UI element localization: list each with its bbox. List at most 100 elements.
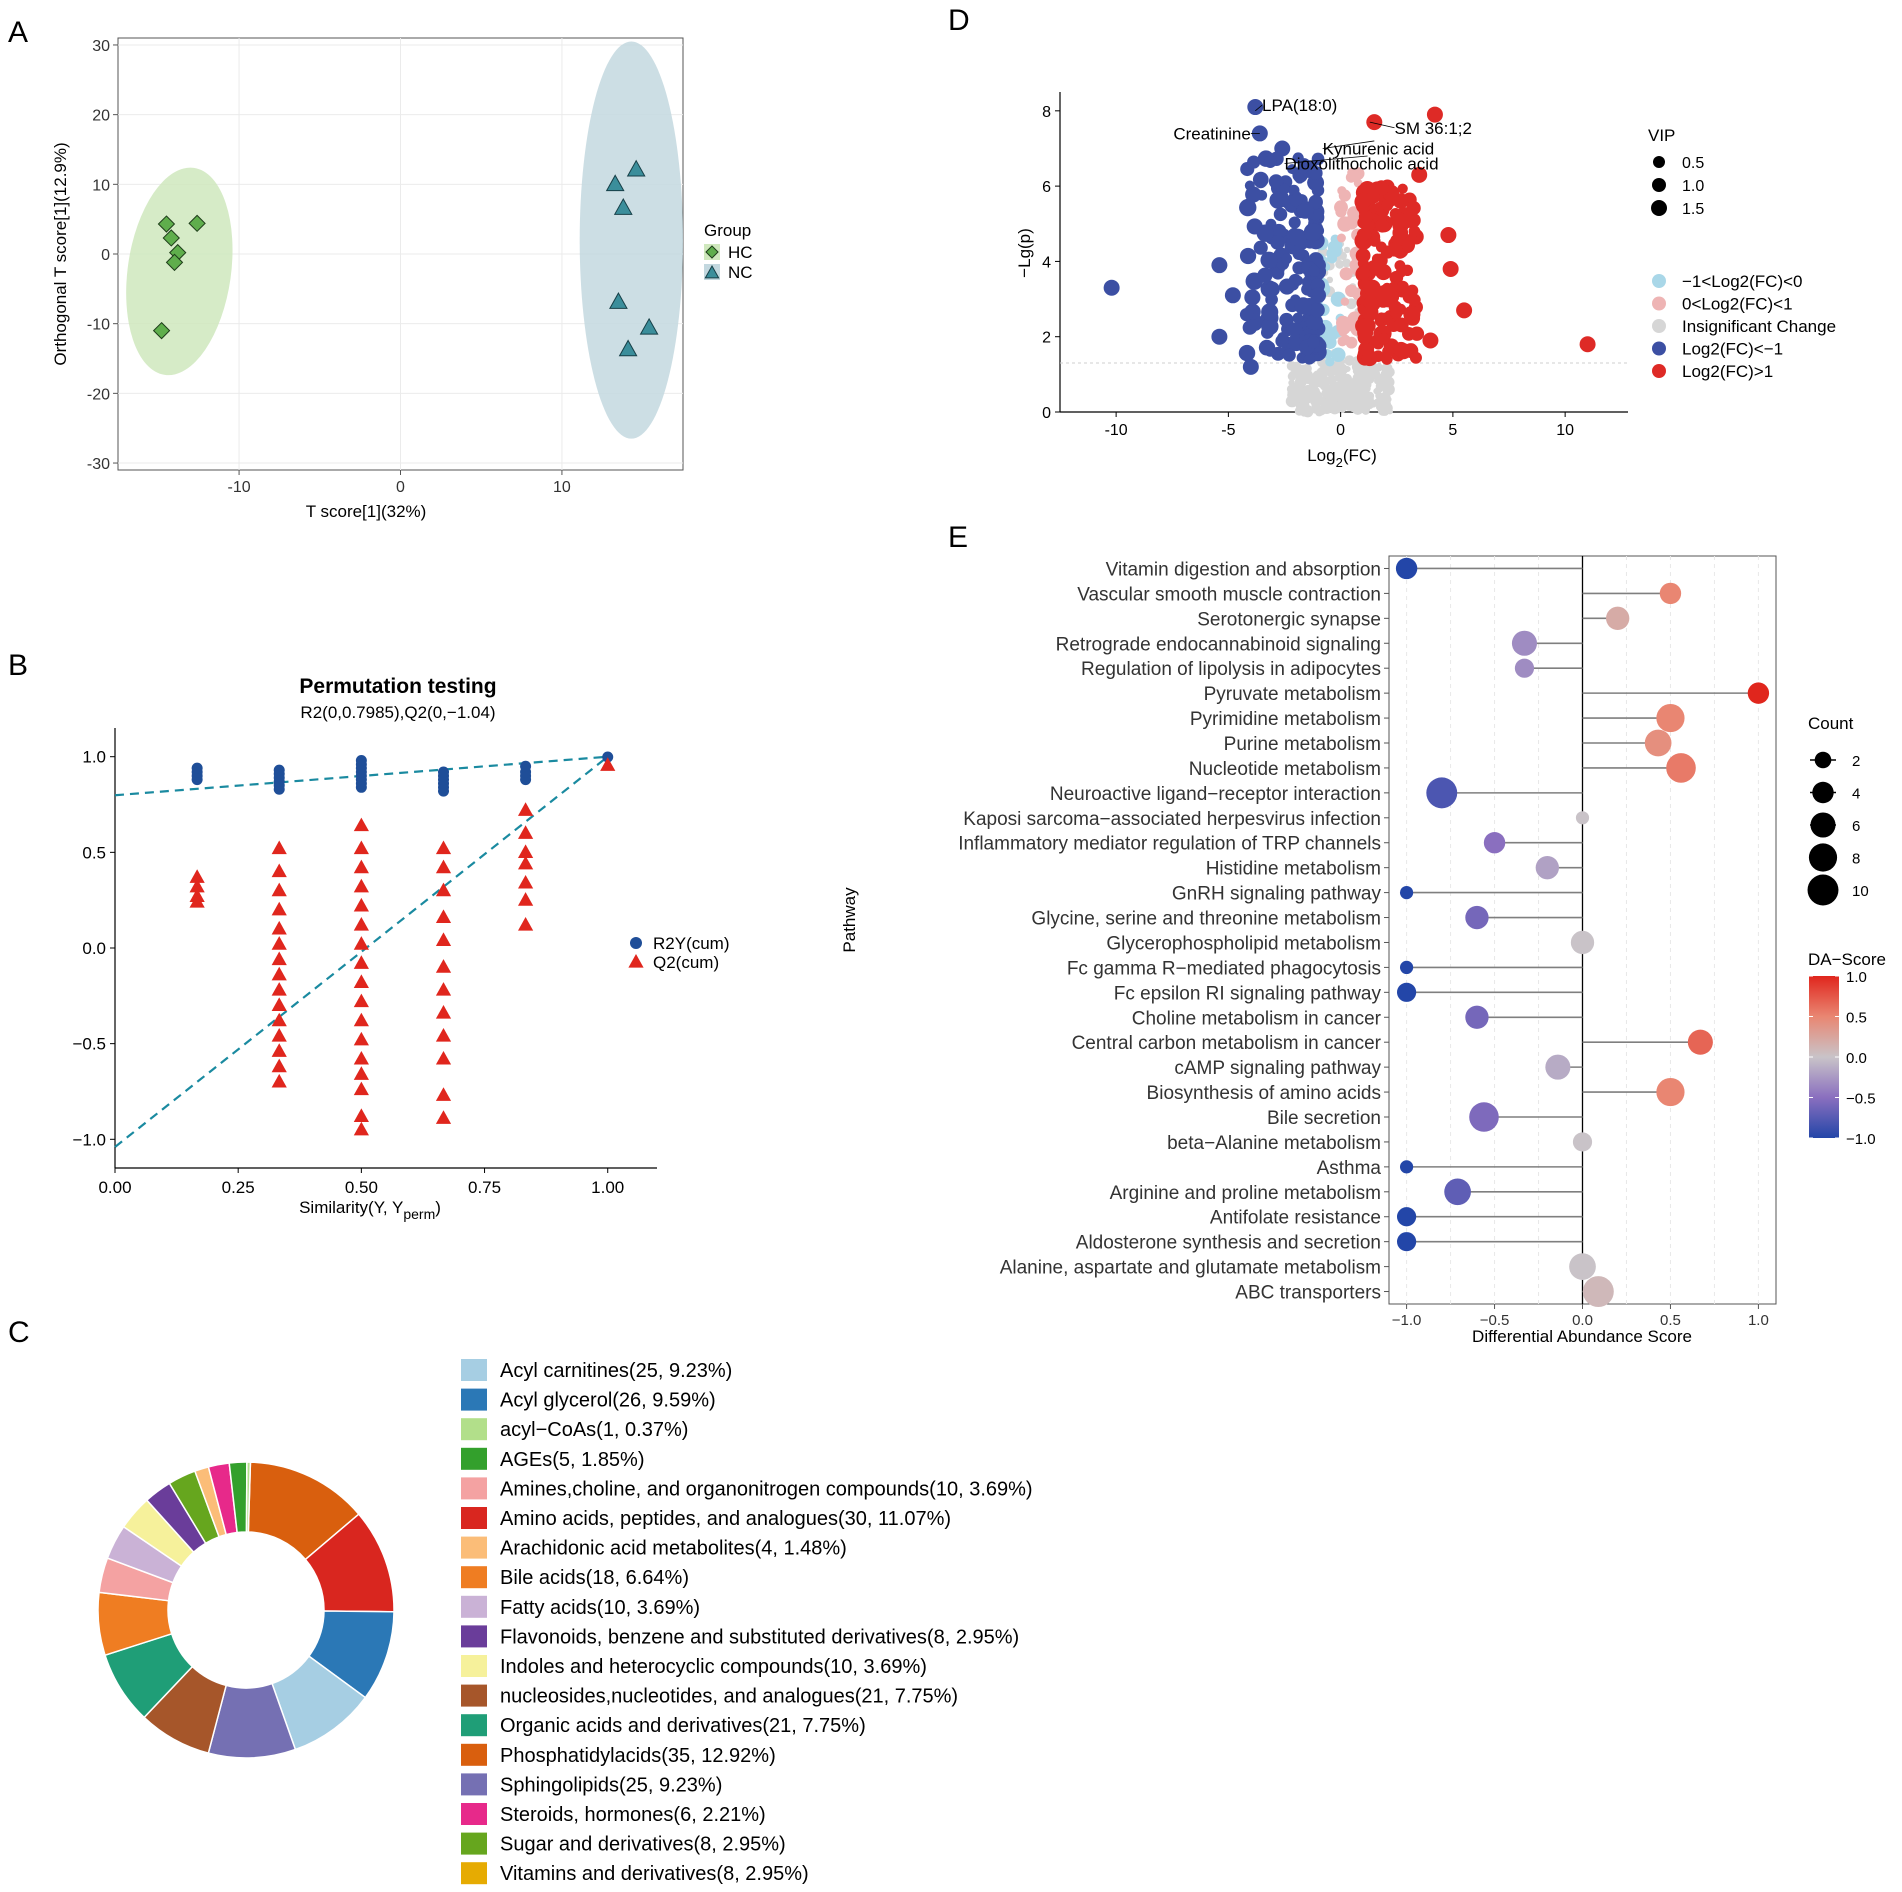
panel-b-x-axis-label-close: ): [435, 1198, 441, 1217]
panel-b-x-axis-label-sub: perm: [403, 1206, 435, 1222]
panel-b-point-q2: [271, 901, 287, 916]
panel-d-point: [1363, 279, 1381, 297]
panel-a-point-hc: [188, 214, 206, 233]
panel-a-legend-label: HC: [728, 243, 753, 262]
panel-e-pathway-label: Asthma: [1317, 1158, 1382, 1179]
panel-d-y-tick-label: 2: [1042, 330, 1051, 347]
panel-d-x-tick-label: 10: [1556, 422, 1574, 439]
panel-e-lollipop-head: [1545, 1054, 1571, 1080]
panel-d-point: [1310, 287, 1327, 304]
panel-e-lollipop-head: [1395, 557, 1418, 580]
panel-b-x-axis-label-main: Similarity(Y, Y: [299, 1198, 403, 1217]
panel-b-x-tick-label: 0.25: [222, 1178, 255, 1197]
panel-b-point-q2: [271, 1073, 287, 1088]
panel-b-point-q2: [271, 840, 287, 855]
panel-b-point-q2: [353, 1108, 369, 1122]
panel-e-lollipop-head: [1606, 606, 1630, 631]
panel-b-legend: R2Y(cum)Q2(cum): [628, 934, 730, 972]
panel-a-point-nc: [618, 339, 638, 357]
panel-d-point: [1356, 192, 1372, 208]
panel-b-point-q2: [353, 936, 369, 950]
panel-b-point-q2: [600, 757, 616, 771]
panel-d-point: [1336, 395, 1343, 402]
panel-d-point: [1344, 355, 1355, 366]
panel-d-x-axis-label: Log2(FC): [1307, 446, 1377, 470]
panel-d-point: [1313, 379, 1321, 387]
panel-d-point: [1287, 164, 1298, 175]
panel-d-point: [1263, 344, 1277, 357]
panel-c-legend-key: [461, 1655, 487, 1677]
panel-d-point: [1239, 307, 1254, 322]
panel-e-pathway-label: GnRH signaling pathway: [1172, 884, 1382, 905]
panel-e-pathway-label: Histidine metabolism: [1206, 859, 1381, 880]
panel-d-point: [1440, 227, 1457, 244]
panel-d-point: [1247, 99, 1264, 116]
panel-d-point: [1308, 166, 1323, 181]
panel-a-y-tick-label: 0: [101, 247, 110, 264]
panel-d-point: [1355, 248, 1371, 263]
panel-d-point: [1279, 312, 1294, 328]
panel-d-x-tick-label: -5: [1221, 422, 1235, 439]
panel-d-point: [1308, 265, 1321, 277]
panel-b-point-q2: [271, 920, 287, 935]
panel-d-annotation-label: Creatinine: [1173, 124, 1251, 143]
panel-d-point: [1260, 251, 1278, 269]
panel-d-point: [1579, 336, 1596, 353]
panel-a-x-tick-label: 10: [553, 479, 571, 496]
panel-b-x-axis-label: Similarity(Y, Yperm): [299, 1198, 441, 1222]
panel-e-lollipop-head: [1469, 1102, 1499, 1132]
panel-d-point: [1378, 332, 1390, 345]
panel-d-point: [1288, 184, 1300, 197]
panel-e-lollipop-head: [1666, 753, 1696, 783]
panel-d-category-legend-key: [1652, 274, 1666, 288]
panel-d-point: [1311, 152, 1325, 166]
panel-c-legend-key: [461, 1773, 487, 1796]
panel-d-point: [1307, 336, 1320, 349]
panel-e-colorbar-tick-label: −1.0: [1846, 1131, 1876, 1148]
panel-e-lollipop-head: [1483, 832, 1506, 854]
panel-a-ellipses: [126, 41, 683, 439]
panel-e-count-legend-key: [1812, 781, 1834, 804]
panel-c-legend-label: Amino acids, peptides, and analogues(30,…: [500, 1508, 951, 1530]
panel-e-axis-ticks: −1.0 −0.5 0.0 0.5 1.0 Vitamin digestion and a…: [958, 559, 1769, 1329]
panel-a-x-tick-label: -10: [228, 479, 251, 496]
panel-d-point: [1340, 375, 1350, 385]
panel-c-legend-key: [461, 1862, 487, 1885]
panel-c-slices: [97, 1461, 395, 1759]
panel-b-point-q2: [517, 825, 534, 839]
panel-d-point: [1383, 366, 1391, 374]
panel-d-category-legend-label: Log2(FC)>1: [1682, 362, 1773, 381]
panel-d-vip-legend-label: 1.0: [1682, 178, 1704, 195]
panel-e-lollipop-chart: −1.0 −0.5 0.0 0.5 1.0 Vitamin digestion and a…: [840, 555, 1886, 1346]
panel-e-lollipop-head: [1656, 703, 1685, 733]
panel-d-y-axis-label: −Lg(p): [1015, 228, 1034, 278]
panel-b-point-q2: [353, 897, 369, 912]
panel-b-point-q2: [435, 1005, 452, 1019]
panel-d-point: [1296, 203, 1311, 217]
panel-d-point: [1211, 328, 1228, 345]
panel-a-point-hc: [165, 253, 184, 272]
panel-e-lollipop-head: [1396, 982, 1417, 1002]
panel-e-lollipop-head: [1396, 1207, 1417, 1227]
panel-d-point: [1382, 383, 1395, 396]
panel-a-point-nc: [626, 159, 646, 177]
panel-b-point-q2: [271, 997, 287, 1011]
panel-b-point-q2: [517, 855, 534, 870]
panel-d-point: [1211, 257, 1228, 274]
panel-d-point: [1352, 403, 1364, 415]
panel-b-point-q2: [271, 936, 287, 950]
panel-e-pathway-label: beta−Alanine metabolism: [1167, 1133, 1381, 1154]
panel-d-point: [1366, 114, 1383, 131]
panel-a-y-tick-label: 10: [92, 177, 110, 194]
panel-e-x-tick-label: 0.0: [1572, 1312, 1593, 1329]
panel-d-point: [1261, 303, 1279, 321]
panel-e-lollipop-head: [1582, 1276, 1614, 1307]
panel-d-point: [1403, 305, 1421, 323]
panel-a-y-axis-label: Orthogonal T score[1](12.9%): [51, 142, 70, 365]
panel-e-pathway-label: Pyruvate metabolism: [1204, 684, 1381, 705]
panel-d-category-legend-key: [1652, 319, 1666, 333]
panel-d-x-tick-label: 0: [1336, 422, 1345, 439]
panel-d-point: [1336, 320, 1351, 335]
panel-a-y-tick-label: 20: [92, 108, 110, 125]
panel-e-rows: [1395, 557, 1770, 1307]
